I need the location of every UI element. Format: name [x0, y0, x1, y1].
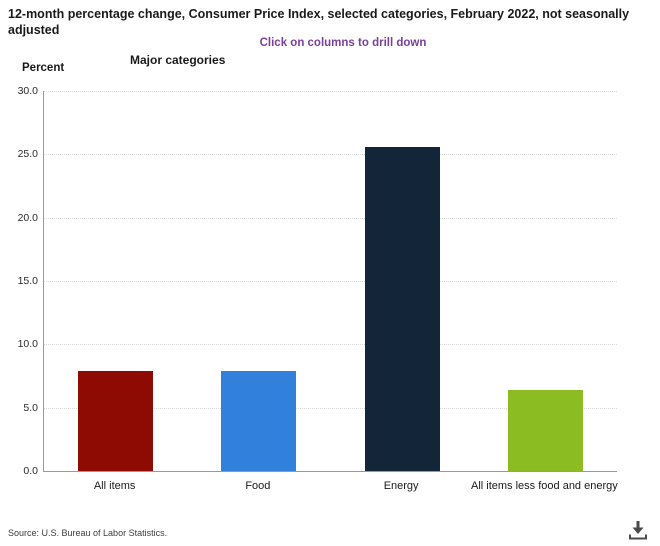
x-axis-group-label: Major categories	[130, 53, 226, 67]
bar-energy[interactable]	[364, 146, 440, 471]
chart-title: 12-month percentage change, Consumer Pri…	[8, 7, 630, 37]
y-axis-tick-label: 0.0	[23, 465, 38, 477]
x-axis-label: All items	[93, 480, 136, 492]
gridline	[44, 344, 617, 346]
x-axis-label: All items less food and energy	[471, 480, 618, 492]
plot-area	[43, 91, 617, 472]
y-axis-tick-label: 30.0	[17, 85, 38, 97]
download-button[interactable]	[626, 518, 650, 542]
source-note: Source: U.S. Bureau of Labor Statistics.	[8, 528, 168, 538]
gridline	[44, 217, 617, 219]
download-icon	[629, 521, 647, 540]
x-axis-label: Food	[245, 480, 271, 492]
y-axis-unit-label: Percent	[22, 62, 65, 74]
gridline	[44, 154, 617, 156]
bar-all-items[interactable]	[78, 370, 154, 471]
y-axis-tick-label: 20.0	[17, 211, 38, 224]
gridline	[44, 281, 617, 282]
y-axis-tick-label: 25.0	[17, 148, 38, 161]
y-axis-tick-label: 10.0	[17, 338, 38, 351]
gridline	[44, 91, 617, 92]
bar-all-items-less-food-and-energy[interactable]	[507, 389, 583, 471]
y-axis-tick-label: 15.0	[17, 275, 38, 287]
gridline	[44, 407, 617, 409]
drilldown-hint: Click on columns to drill down	[259, 37, 427, 49]
x-axis-label: Energy	[383, 480, 419, 492]
y-axis-tick-label: 5.0	[23, 401, 38, 414]
bar-food[interactable]	[221, 370, 297, 471]
